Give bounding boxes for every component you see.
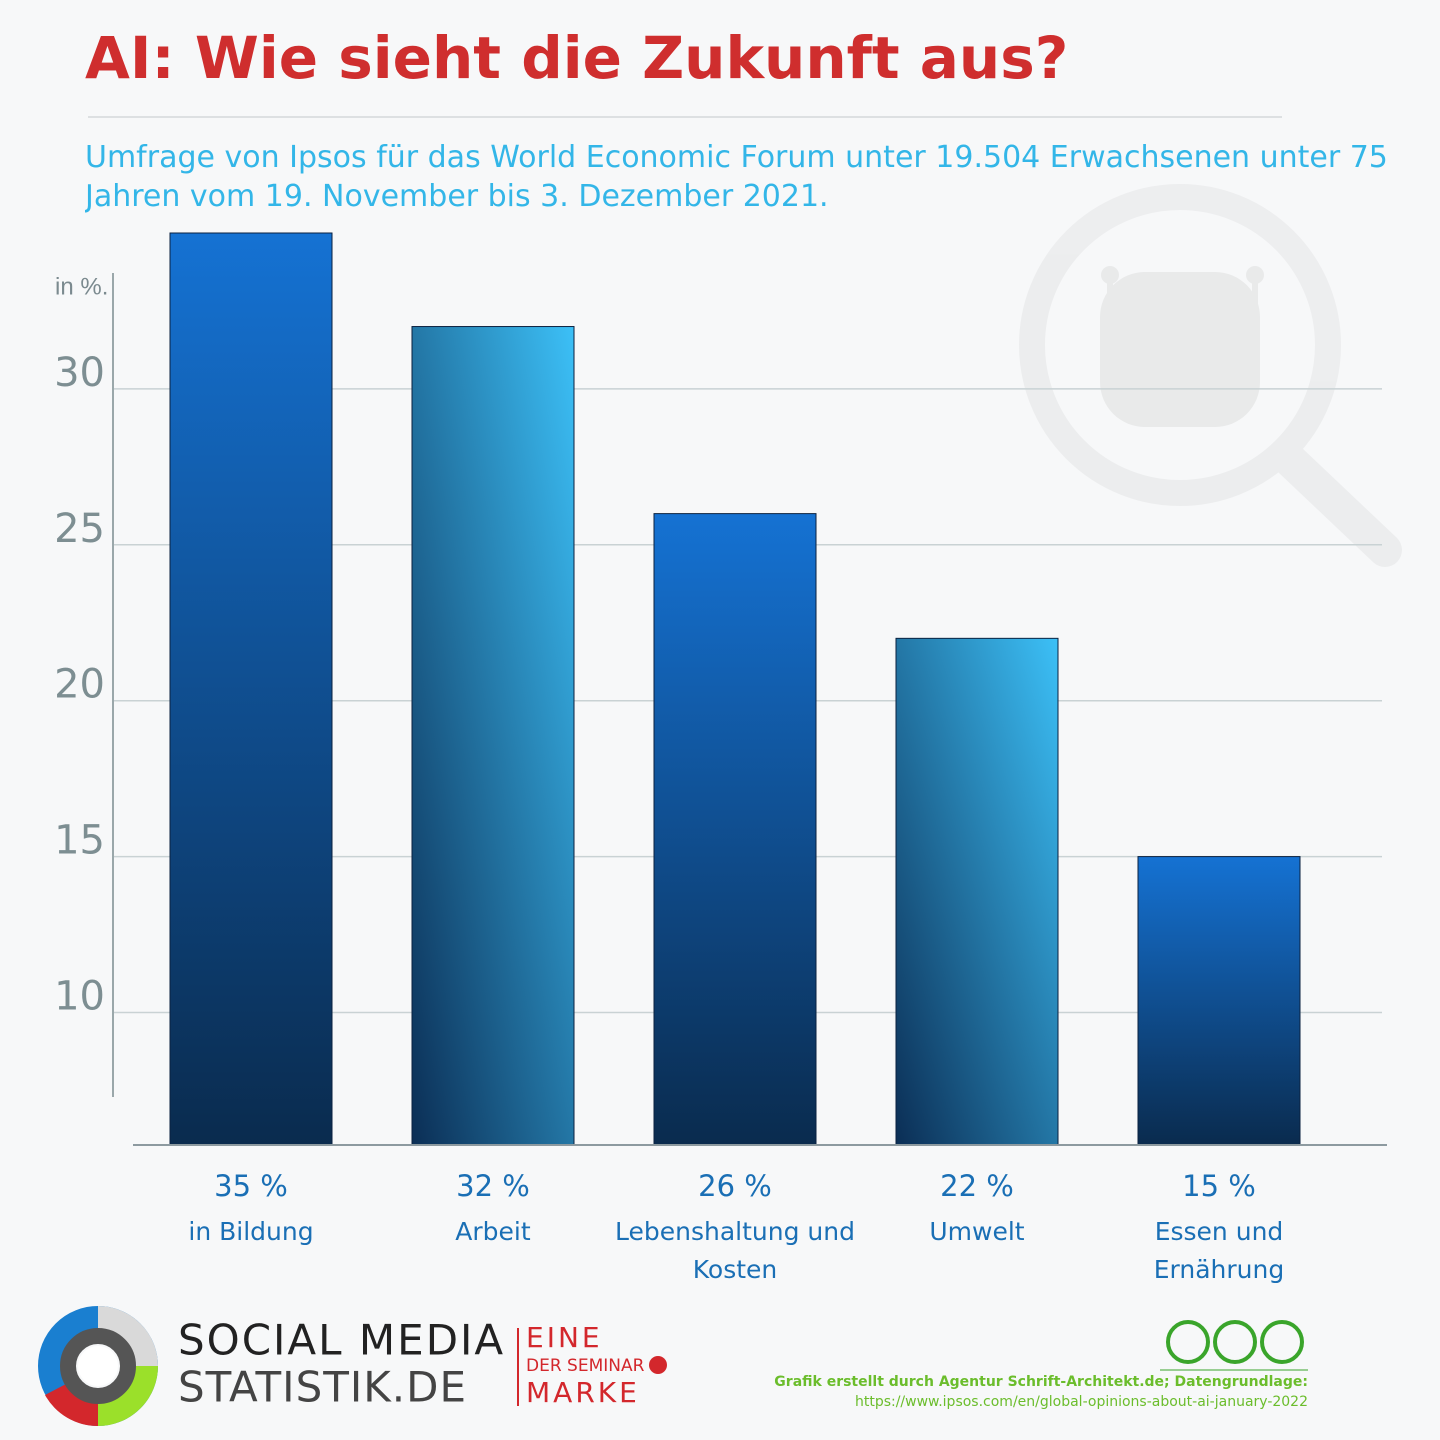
logo xyxy=(38,1306,158,1427)
seminar-text: EINE xyxy=(526,1321,603,1354)
y-tick-label: 15 xyxy=(54,818,105,864)
category-box: Lebenshaltung und Kosten xyxy=(615,1217,855,1284)
brand-line: STATISTIK.DE xyxy=(178,1363,467,1412)
watermark xyxy=(1019,184,1402,567)
bar xyxy=(169,232,333,1146)
seminar-dot xyxy=(649,1356,667,1374)
y-tick-label: 20 xyxy=(54,662,105,708)
chart-subtitle: Umfrage von Ipsos für das World Economic… xyxy=(85,140,1388,214)
bar xyxy=(895,637,1059,1146)
seminar-text: DER SEMINAR xyxy=(526,1356,645,1376)
bar xyxy=(411,326,575,1146)
value-label: 26 % xyxy=(698,1169,772,1203)
y-axis-label: in %. xyxy=(55,273,108,300)
category-box: Umwelt xyxy=(929,1217,1025,1246)
value-label: 15 % xyxy=(1182,1169,1256,1203)
x-tick-label: in Bildung xyxy=(188,1217,314,1246)
y-tick-label: 25 xyxy=(54,506,105,552)
subtitle-box: Umfrage von Ipsos für das World Economic… xyxy=(85,140,1388,214)
value-label: 22 % xyxy=(940,1169,1014,1203)
cc-icons xyxy=(1166,1320,1304,1364)
category-box: in Bildung xyxy=(188,1217,314,1246)
seminar-text: MARKE xyxy=(526,1376,640,1409)
category-box: Arbeit xyxy=(455,1217,531,1246)
credit: Grafik erstellt durch Agentur Schrift-Ar… xyxy=(774,1374,1308,1390)
value-label: 35 % xyxy=(214,1169,288,1203)
plot: 10 15 20 25 30 35 % in Bildung 32 % Arbeit 26 % Le… xyxy=(54,232,1387,1284)
y-tick-label: 30 xyxy=(54,350,105,396)
x-tick-label: Umwelt xyxy=(929,1217,1025,1246)
bar xyxy=(1137,856,1301,1146)
source-url: https://www.ipsos.com/en/global-opinions… xyxy=(855,1394,1308,1410)
y-tick-label: 10 xyxy=(54,973,105,1019)
bar xyxy=(653,513,817,1146)
value-label: 32 % xyxy=(456,1169,530,1203)
x-tick-label: Lebenshaltung und Kosten xyxy=(615,1217,855,1284)
category-box: Essen und Ernährung xyxy=(1153,1217,1285,1284)
chart-title: AI: Wie sieht die Zukunft aus? xyxy=(85,24,1068,92)
brand-line: SOCIAL MEDIA xyxy=(178,1316,505,1365)
x-tick-label: Arbeit xyxy=(455,1217,531,1246)
x-tick-label: Essen und Ernährung xyxy=(1153,1217,1285,1284)
